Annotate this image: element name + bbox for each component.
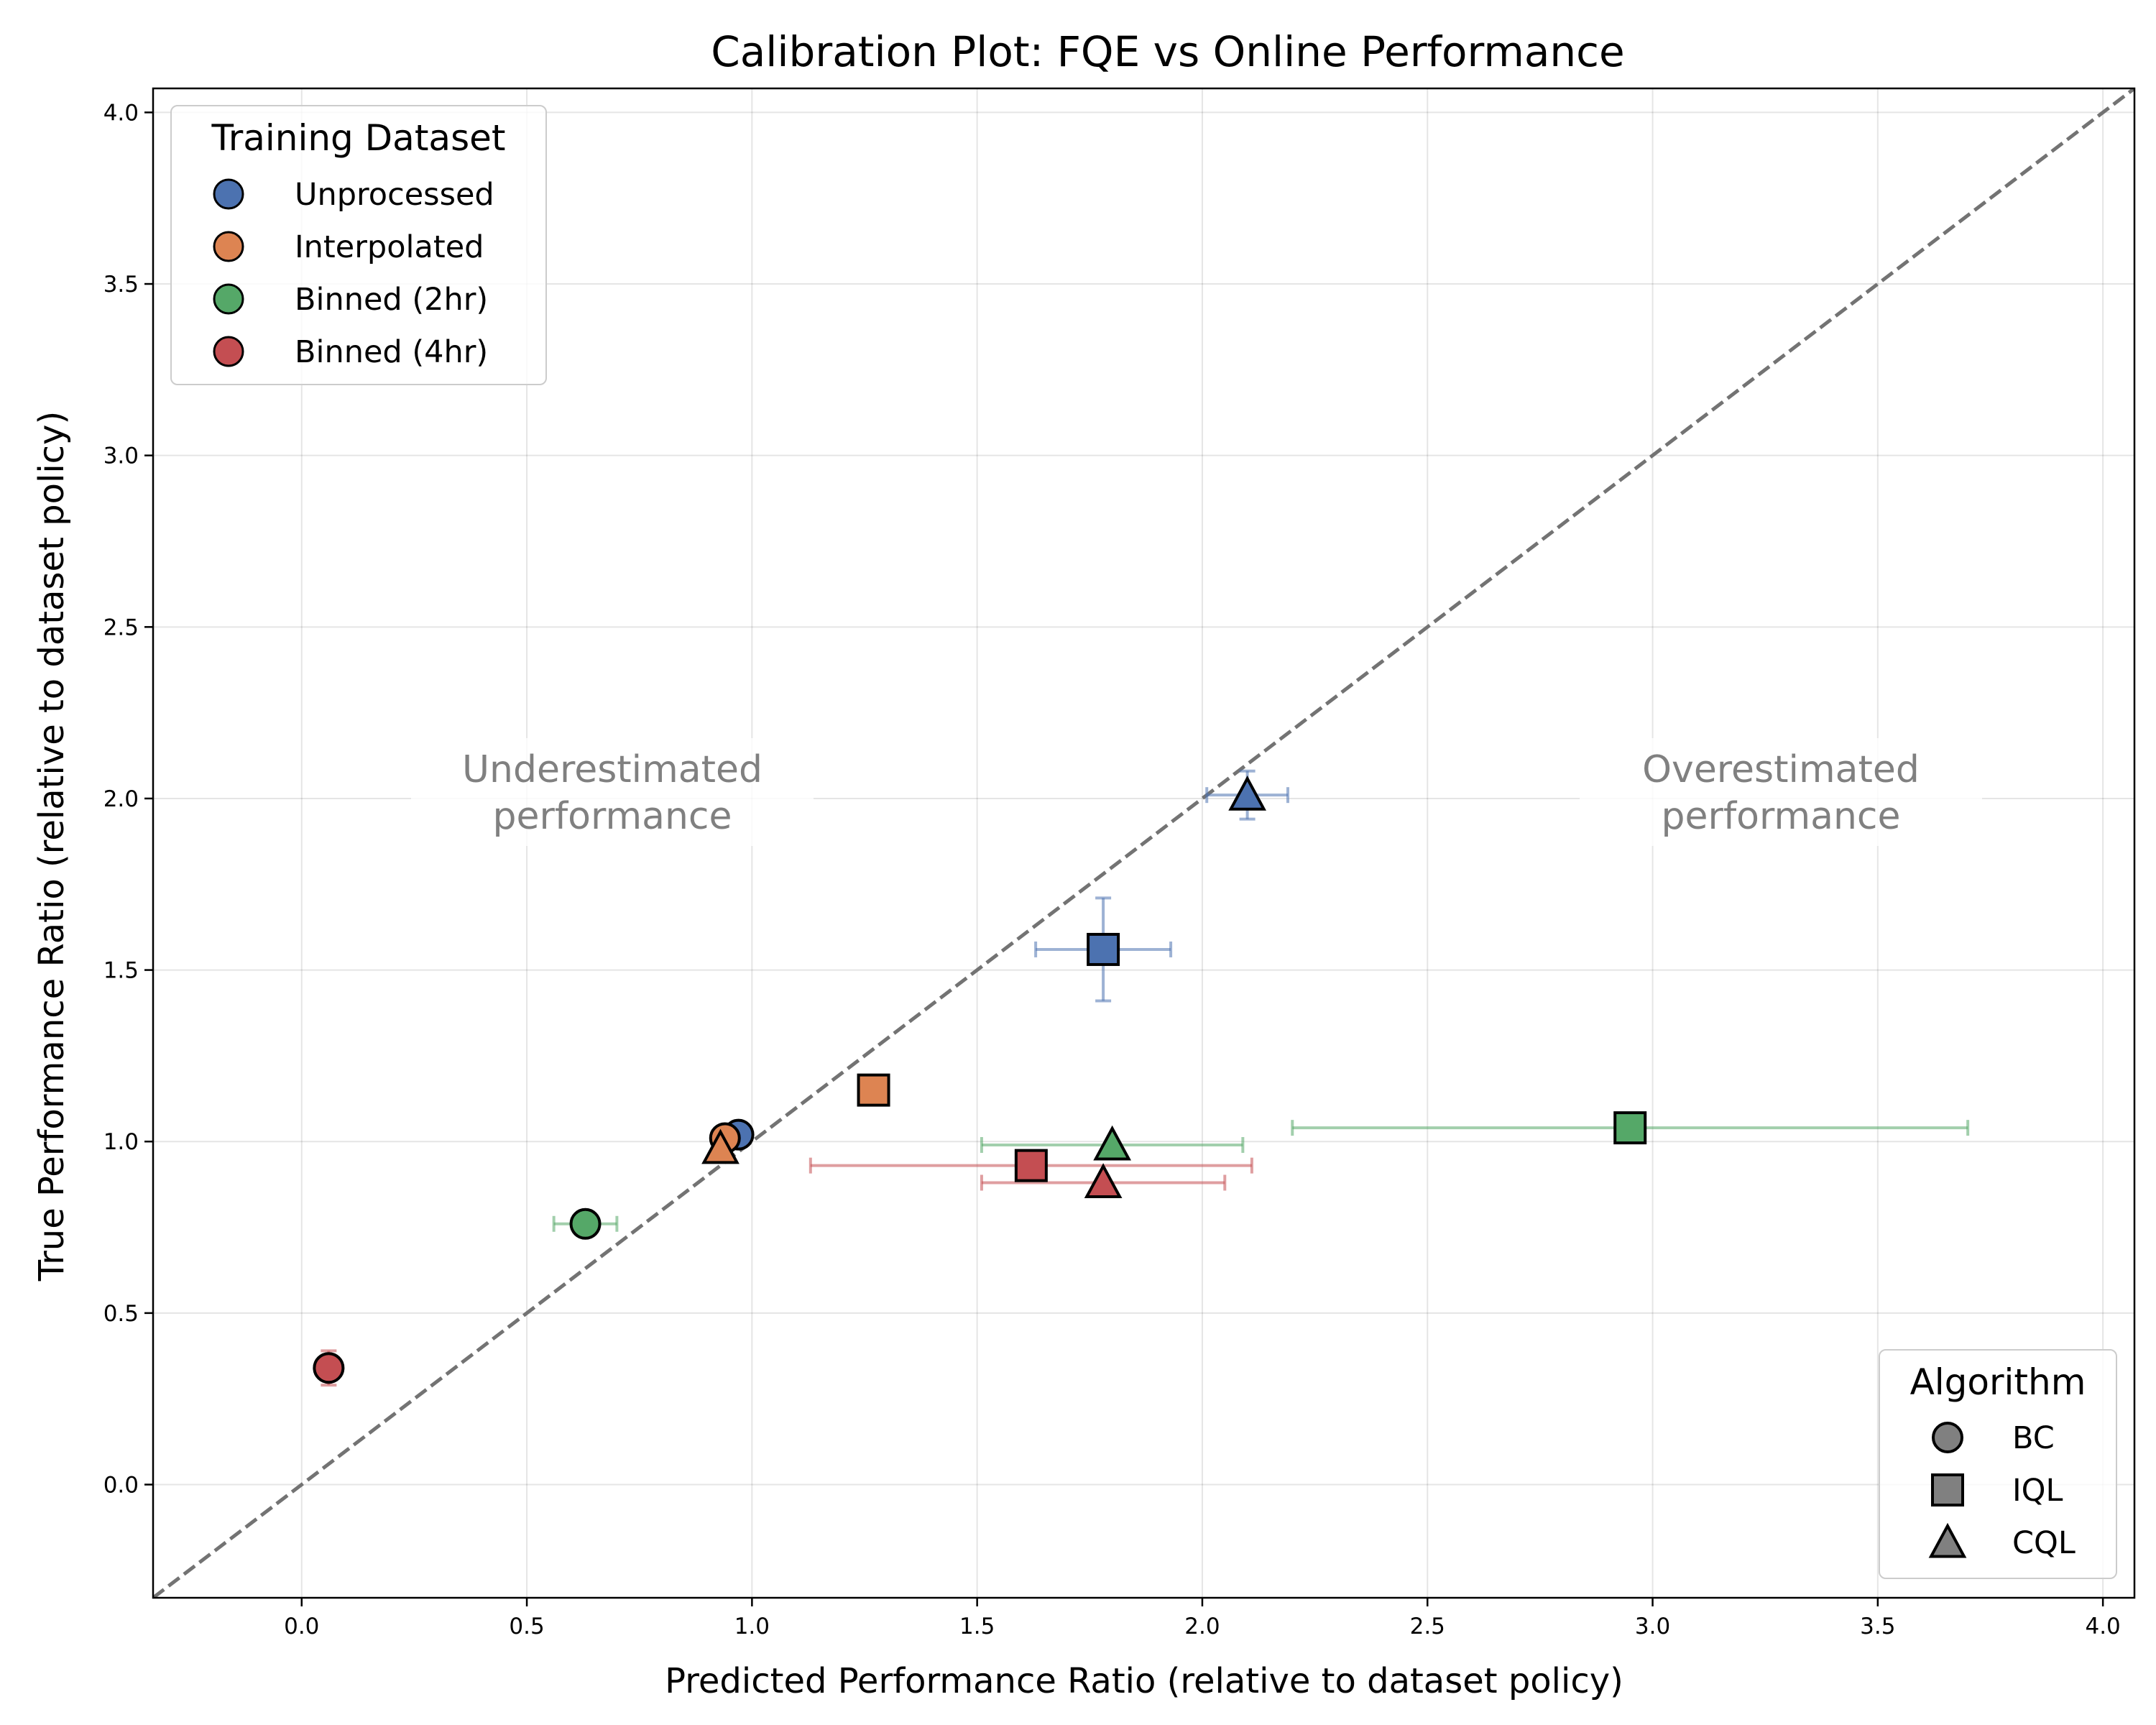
x-tick-label: 2.0 — [1184, 1614, 1220, 1639]
annotation-underestimated-line-2: performance — [492, 795, 732, 838]
y-tick-label: 1.5 — [103, 958, 139, 984]
data-points — [313, 775, 1647, 1384]
point-binned-2hr-iql — [1613, 1111, 1647, 1145]
legend-label: Binned (4hr) — [295, 334, 488, 370]
point-unprocessed-cql — [1228, 775, 1266, 811]
legend-training-dataset-box — [170, 105, 547, 385]
x-tick-label: 1.0 — [734, 1614, 770, 1639]
point-binned-2hr-bc — [569, 1208, 602, 1240]
legend-swatch-iql — [1931, 1473, 1964, 1506]
y-tick-label: 3.0 — [103, 443, 139, 469]
legend-swatch-unprocessed — [213, 178, 244, 210]
chart-title: Calibration Plot: FQE vs Online Performa… — [711, 27, 1624, 76]
x-tick-label: 0.5 — [509, 1614, 544, 1639]
legend-label: Binned (2hr) — [295, 282, 488, 318]
legend-swatch-binned-4hr — [213, 336, 244, 367]
legend-algorithm: Algorithm BC IQL CQL — [1879, 1349, 2117, 1579]
legend-swatch-interpolated — [213, 231, 244, 262]
legend-swatch-binned-2hr — [213, 283, 244, 315]
grid — [153, 88, 2134, 1598]
point-binned-4hr-bc — [313, 1352, 345, 1384]
x-axis-label: Predicted Performance Ratio (relative to… — [665, 1661, 1623, 1701]
x-tick-label: 3.5 — [1860, 1614, 1895, 1639]
point-interpolated-iql — [857, 1073, 890, 1107]
legend-algorithm-title: Algorithm — [1910, 1361, 2086, 1403]
legend-label: Interpolated — [295, 229, 484, 265]
annotation-overestimated-box — [1580, 738, 1982, 846]
x-tick-label: 2.5 — [1410, 1614, 1445, 1639]
legend-label: CQL — [2012, 1525, 2076, 1561]
legend-label: IQL — [2012, 1473, 2063, 1509]
legend-swatch-bc — [1932, 1422, 1963, 1453]
y-tick-label: 0.0 — [103, 1473, 139, 1499]
x-tick-label: 4.0 — [2085, 1614, 2120, 1639]
x-tick-label: 0.0 — [284, 1614, 319, 1639]
y-tick-label: 3.5 — [103, 272, 139, 298]
point-binned-2hr-cql — [1093, 1125, 1131, 1161]
annotation-overestimated-line-2: performance — [1661, 795, 1900, 838]
y-tick-label: 4.0 — [103, 100, 139, 126]
legend-training-dataset-title: Training Dataset — [211, 117, 506, 159]
y-tick-label: 2.0 — [103, 786, 139, 812]
x-tick-label: 1.5 — [959, 1614, 995, 1639]
legend-training-dataset: Training Dataset Unprocessed Interpolated B… — [170, 105, 547, 385]
legend-label: Unprocessed — [295, 177, 494, 213]
point-unprocessed-iql — [1087, 932, 1120, 966]
y-tick-label: 0.5 — [103, 1301, 139, 1327]
legend-swatch-cql — [1928, 1522, 1967, 1558]
annotation-underestimated-line-1: Underestimated — [462, 748, 763, 791]
point-binned-4hr-cql — [1084, 1163, 1123, 1199]
annotation-overestimated-line-1: Overestimated — [1642, 748, 1920, 791]
y-axis-label: True Performance Ratio (relative to data… — [32, 411, 72, 1282]
ticks: 0.0 0.5 1.0 1.5 2.0 2.5 3.0 3.5 4.0 0.0 0.5 1.0 1.5 2… — [103, 100, 2121, 1639]
plot-frame — [152, 87, 2136, 1599]
legend-label: BC — [2012, 1420, 2055, 1456]
identity-reference-line — [153, 88, 2134, 1598]
legend-algorithm-box — [1879, 1349, 2117, 1579]
x-tick-label: 3.0 — [1635, 1614, 1670, 1639]
point-interpolated-cql — [701, 1128, 740, 1164]
y-tick-label: 1.0 — [103, 1129, 139, 1155]
annotation-underestimated-box — [411, 738, 814, 846]
point-binned-4hr-iql — [1014, 1149, 1048, 1182]
y-tick-label: 2.5 — [103, 615, 139, 640]
